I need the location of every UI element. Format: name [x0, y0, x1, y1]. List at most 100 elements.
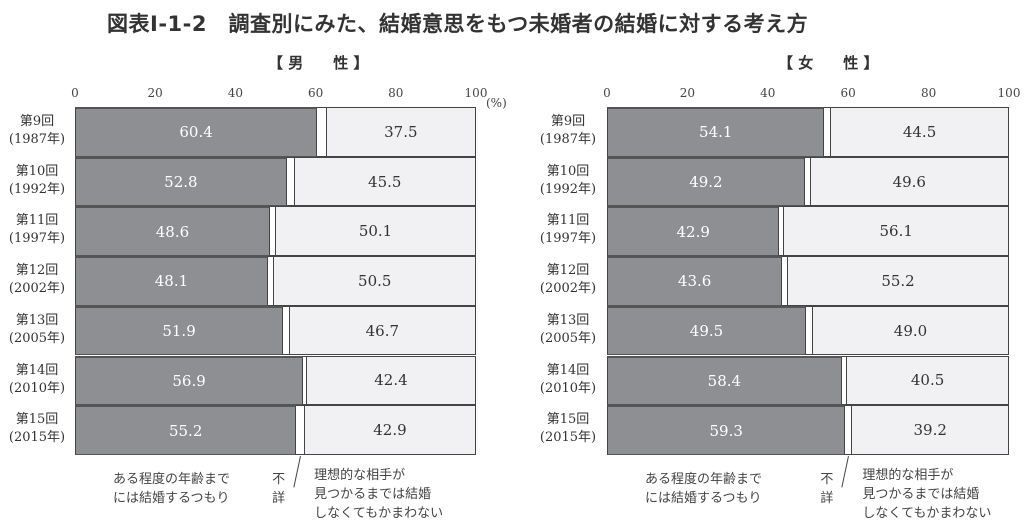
- value-label: 48.1: [154, 272, 189, 291]
- category-round: 第9回: [19, 114, 55, 129]
- bar-row: 59.3 39.2: [607, 405, 1009, 455]
- category-label: 第10回 (1992年): [2, 163, 72, 199]
- x-tick-label: 80: [920, 86, 937, 100]
- bar-segment-until-ideal: 42.4: [305, 355, 476, 406]
- bar-row: 48.1 50.5: [75, 256, 476, 306]
- bar-segment-unknown: [267, 256, 274, 306]
- category-round: 第9回: [550, 114, 586, 129]
- category-label: 第10回 (1992年): [533, 163, 603, 199]
- category-round: 第14回: [546, 362, 590, 378]
- value-label: 39.2: [913, 421, 947, 440]
- category-year: (2015年): [8, 430, 66, 446]
- value-label: 54.1: [699, 123, 733, 142]
- bar-segment-unknown: [779, 206, 784, 257]
- category-year: (2010年): [8, 380, 66, 396]
- value-label: 52.8: [164, 173, 198, 192]
- legend-leader-line: [841, 456, 850, 488]
- bar-row: 54.1 44.5: [607, 107, 1009, 157]
- value-label: 49.0: [893, 321, 928, 340]
- bar-segment-until-ideal: 49.6: [809, 156, 1009, 207]
- bar-segment-by-age: 60.4: [75, 107, 318, 157]
- x-axis-unit: (%): [486, 96, 507, 110]
- category-round: 第10回: [546, 163, 590, 179]
- bar-segment-by-age: 42.9: [607, 206, 780, 257]
- category-label: 第14回 (2010年): [533, 362, 603, 398]
- bar-segment-by-age: 49.5: [607, 305, 806, 356]
- bar-segment-by-age: 48.1: [75, 256, 268, 306]
- bar-segment-by-age: 56.9: [75, 355, 304, 406]
- x-tick-label: 100: [997, 86, 1021, 100]
- category-year: (1992年): [8, 181, 66, 197]
- bar-segment-unknown: [824, 107, 831, 157]
- bar-segment-unknown: [283, 305, 289, 356]
- bar-row: 49.5 49.0: [607, 305, 1009, 356]
- category-year: (2010年): [539, 380, 597, 396]
- bar-row: 48.6 50.1: [75, 206, 476, 257]
- x-tick-label: 40: [760, 86, 776, 100]
- value-label: 51.9: [162, 322, 196, 341]
- value-label: 44.5: [902, 122, 937, 141]
- value-label: 50.1: [358, 222, 393, 241]
- panel-title: 【 女 性 】: [778, 54, 879, 72]
- bar-row: 52.8 45.5: [75, 156, 476, 207]
- category-round: 第14回: [15, 362, 59, 378]
- legend-unknown: 不 詳: [820, 472, 834, 506]
- category-round: 第11回: [546, 213, 590, 229]
- value-label: 49.2: [689, 173, 723, 192]
- legend-series2: 理想的な相手が 見つかるまでは結婚 しなくてもかまわない: [862, 468, 992, 521]
- category-year: (2002年): [539, 281, 597, 297]
- bar-row: 42.9 56.1: [607, 206, 1009, 257]
- value-label: 55.2: [168, 421, 203, 440]
- x-tick-label: 100: [464, 86, 488, 100]
- bar-segment-by-age: 49.2: [607, 156, 805, 207]
- value-label: 40.5: [910, 371, 945, 390]
- category-round: 第12回: [546, 263, 590, 279]
- bar-segment-by-age: 55.2: [75, 405, 297, 455]
- legend-series2: 理想的な相手が 見つかるまでは結婚 しなくてもかまわない: [314, 468, 444, 521]
- category-year: (1997年): [8, 231, 66, 247]
- bar-segment-until-ideal: 42.9: [303, 405, 476, 455]
- bar-segment-by-age: 59.3: [607, 405, 846, 455]
- category-round: 第11回: [15, 213, 59, 229]
- bar-row: 56.9 42.4: [75, 355, 476, 406]
- panel-title: 【 男 性 】: [268, 54, 369, 72]
- value-label: 43.6: [677, 272, 712, 291]
- bar-segment-unknown: [286, 156, 294, 207]
- bar-segment-unknown: [845, 405, 852, 455]
- bar-segment-until-ideal: 45.5: [293, 156, 476, 207]
- category-year: (2015年): [539, 430, 597, 446]
- x-tick-label: 20: [679, 86, 696, 100]
- value-label: 60.4: [179, 123, 213, 142]
- category-label: 第13回 (2005年): [2, 312, 72, 348]
- bar-segment-by-age: 54.1: [607, 107, 825, 157]
- category-label: 第14回 (2010年): [2, 362, 72, 398]
- value-label: 49.6: [892, 172, 926, 191]
- category-label: 第12回 (2002年): [2, 262, 72, 298]
- bar-segment-unknown: [782, 256, 788, 306]
- category-label: 第11回 (1997年): [2, 212, 72, 248]
- bar-segment-until-ideal: 39.2: [851, 405, 1009, 455]
- bar-segment-unknown: [804, 156, 810, 207]
- category-year: (2002年): [8, 281, 66, 297]
- value-label: 45.5: [368, 172, 402, 191]
- category-round: 第13回: [15, 312, 59, 328]
- category-label: 第13回 (2005年): [533, 312, 603, 348]
- bar-segment-by-age: 48.6: [75, 206, 270, 257]
- value-label: 58.4: [707, 371, 742, 390]
- bar-segment-by-age: 43.6: [607, 256, 783, 306]
- bar-row: 49.2 49.6: [607, 156, 1009, 207]
- bar-segment-unknown: [317, 107, 326, 157]
- category-year: (2005年): [539, 330, 597, 346]
- category-round: 第13回: [546, 312, 590, 328]
- category-year: (1987年): [8, 132, 66, 147]
- value-label: 42.9: [676, 222, 710, 241]
- x-tick-label: 0: [603, 86, 611, 100]
- bar-segment-until-ideal: 37.5: [325, 107, 476, 157]
- bar-segment-until-ideal: 40.5: [846, 355, 1009, 406]
- bar-segment-until-ideal: 44.5: [830, 107, 1009, 157]
- plot-area: 54.1 44.5 49.2 49.6 42.9 56.1 43.6 55.2 …: [607, 107, 1009, 455]
- bar-segment-unknown: [841, 355, 847, 406]
- value-label: 46.7: [365, 321, 400, 340]
- value-label: 42.4: [374, 371, 408, 390]
